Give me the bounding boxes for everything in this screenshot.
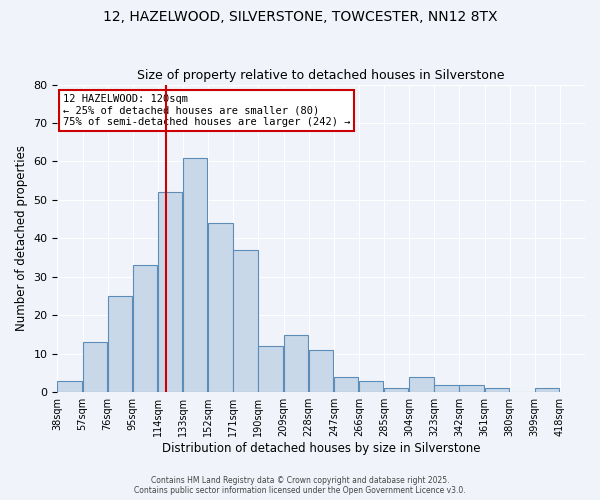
Bar xyxy=(183,158,208,392)
Text: 12 HAZELWOOD: 120sqm
← 25% of detached houses are smaller (80)
75% of semi-detac: 12 HAZELWOOD: 120sqm ← 25% of detached h… xyxy=(62,94,350,127)
Bar xyxy=(208,223,233,392)
Bar xyxy=(359,380,383,392)
Bar xyxy=(308,350,333,392)
Bar xyxy=(233,250,258,392)
Text: 12, HAZELWOOD, SILVERSTONE, TOWCESTER, NN12 8TX: 12, HAZELWOOD, SILVERSTONE, TOWCESTER, N… xyxy=(103,10,497,24)
Bar xyxy=(535,388,559,392)
Bar xyxy=(384,388,409,392)
Bar xyxy=(83,342,107,392)
Bar xyxy=(158,192,182,392)
Bar xyxy=(409,377,434,392)
Bar xyxy=(334,377,358,392)
Bar xyxy=(58,380,82,392)
Bar xyxy=(485,388,509,392)
Bar xyxy=(460,384,484,392)
Title: Size of property relative to detached houses in Silverstone: Size of property relative to detached ho… xyxy=(137,69,505,82)
Bar xyxy=(259,346,283,392)
Bar xyxy=(133,266,157,392)
Text: Contains HM Land Registry data © Crown copyright and database right 2025.
Contai: Contains HM Land Registry data © Crown c… xyxy=(134,476,466,495)
Y-axis label: Number of detached properties: Number of detached properties xyxy=(15,146,28,332)
X-axis label: Distribution of detached houses by size in Silverstone: Distribution of detached houses by size … xyxy=(162,442,481,455)
Bar xyxy=(284,334,308,392)
Bar xyxy=(107,296,132,392)
Bar xyxy=(434,384,459,392)
